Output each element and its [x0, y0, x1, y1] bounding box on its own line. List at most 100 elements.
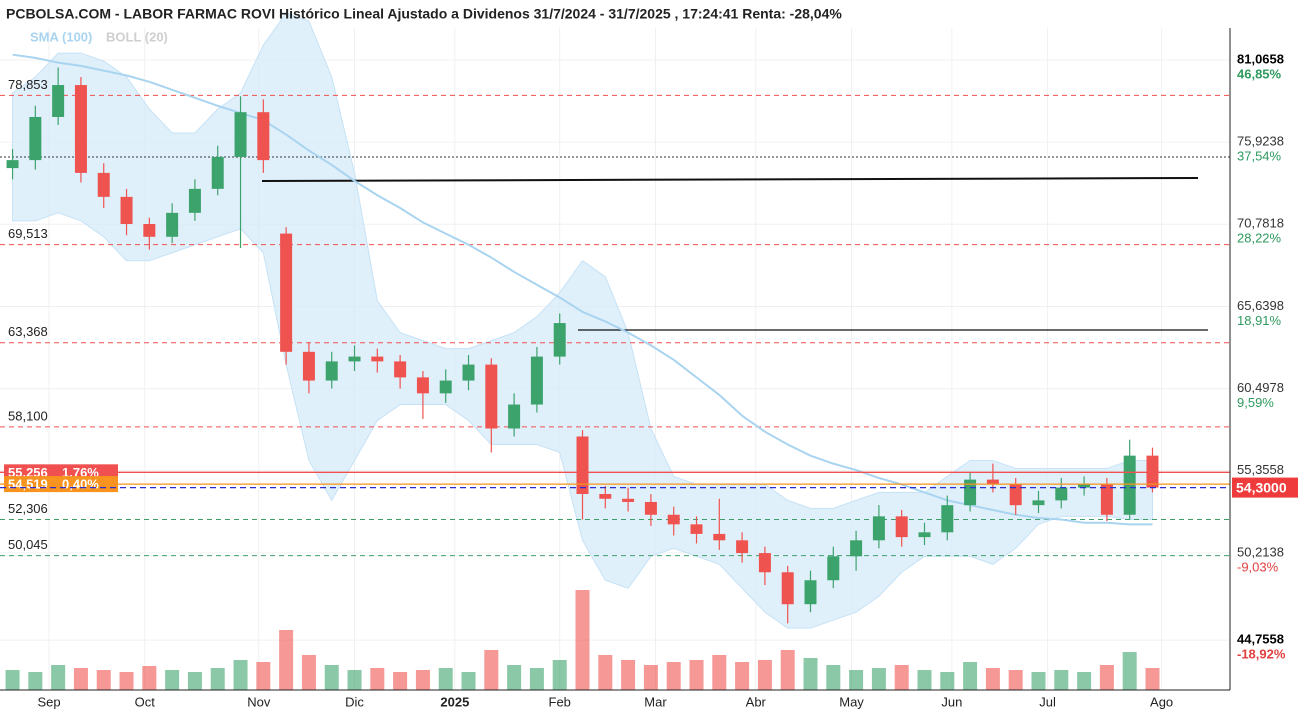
y-tick-percent: 37,54% [1237, 149, 1282, 164]
candle-body [462, 364, 475, 381]
x-tick-label: Jul [1039, 694, 1056, 709]
x-tick-label: May [839, 694, 864, 709]
volume-bar [142, 666, 157, 690]
y-tick-label: 70,7818 [1237, 216, 1284, 231]
volume-bar [1054, 670, 1069, 690]
candle-body [758, 553, 771, 573]
candle-body [713, 533, 726, 541]
candle-body [257, 112, 270, 161]
volume-bar [963, 662, 978, 690]
x-tick-label: Sep [37, 694, 60, 709]
volume-bar [256, 662, 271, 690]
volume-bar [1077, 672, 1092, 690]
candle-body [302, 351, 315, 381]
candle-body [1123, 455, 1136, 515]
volume-bar [643, 665, 658, 690]
volume-bar [894, 665, 909, 690]
volume-bar [712, 655, 727, 690]
candle-body [52, 85, 65, 117]
volume-bar [780, 650, 795, 690]
volume-bar [187, 672, 202, 690]
level-label: 50,045 [8, 537, 48, 552]
y-tick-label: 55,3558 [1237, 462, 1284, 477]
candle-body [188, 188, 201, 213]
y-tick-label: 60,4978 [1237, 380, 1284, 395]
volume-bar [119, 672, 134, 690]
candle-body [986, 479, 999, 485]
last-price-box [1232, 477, 1298, 498]
volume-bar [985, 668, 1000, 690]
volume-bar [484, 650, 499, 690]
volume-bar [438, 668, 453, 690]
candle-body [485, 364, 498, 429]
candle-body [394, 361, 407, 378]
candle-body [918, 532, 931, 538]
tag-percent: 1,76% [62, 465, 99, 480]
volume-bar [735, 662, 750, 690]
x-tick-label: Ago [1150, 694, 1173, 709]
candle-body [97, 172, 110, 197]
y-tick-label: 44,7558 [1237, 632, 1284, 647]
candle-body [1146, 455, 1159, 488]
candle-body [804, 580, 817, 605]
last-price-label: 54,3000 [1236, 479, 1287, 495]
volume-bar [1008, 670, 1023, 690]
volume-bar [621, 660, 636, 690]
chart-title: PCBOLSA.COM - LABOR FARMAC ROVI Históric… [6, 6, 842, 22]
x-tick-label: Nov [247, 694, 271, 709]
candle-body [280, 233, 293, 352]
tag-label: 55,256 [8, 465, 48, 480]
volume-bar [370, 668, 385, 690]
volume-bar [5, 670, 20, 690]
candle-body [234, 112, 247, 157]
candle-body [166, 212, 179, 237]
y-tick-label: 75,9238 [1237, 134, 1284, 149]
candle-body [781, 572, 794, 605]
y-tick-percent: -9,03% [1237, 559, 1279, 574]
candle-body [895, 516, 908, 538]
candle-body [872, 516, 885, 541]
candle-body [736, 540, 749, 554]
volume-bar [689, 660, 704, 690]
candle-body [530, 356, 543, 405]
volume-bar [347, 670, 362, 690]
volume-bar [849, 670, 864, 690]
volume-bar [51, 665, 66, 690]
trend-line [261, 177, 1199, 182]
volume-bar [393, 672, 408, 690]
candle-body [74, 85, 87, 173]
volume-bar [917, 670, 932, 690]
level-label: 69,513 [8, 226, 48, 241]
tag-percent: 0,40% [62, 477, 99, 492]
level-label: 58,100 [8, 408, 48, 423]
volume-bar [324, 665, 339, 690]
candle-body [211, 156, 224, 189]
candle-body [508, 404, 521, 429]
candle-body [1032, 500, 1045, 506]
y-tick-label: 65,6398 [1237, 298, 1284, 313]
candle-body [941, 505, 954, 533]
volume-bar [598, 655, 613, 690]
candle-body [1055, 487, 1068, 501]
x-tick-label: Dic [345, 694, 364, 709]
volume-bar [575, 590, 590, 690]
y-tick-label: 50,2138 [1237, 544, 1284, 559]
candle-body [553, 323, 566, 357]
volume-bar [96, 670, 111, 690]
volume-bar [233, 660, 248, 690]
candle-body [325, 361, 338, 381]
y-tick-percent: 9,59% [1237, 395, 1274, 410]
volume-bar [73, 668, 88, 690]
volume-bar [940, 672, 955, 690]
x-tick-label: Abr [746, 694, 767, 709]
level-label: 63,368 [8, 324, 48, 339]
candle-body [416, 377, 429, 394]
candle-body [143, 224, 156, 237]
candle-body [827, 556, 840, 581]
candle-body [6, 160, 19, 169]
x-tick-label: 2025 [440, 694, 469, 709]
y-tick-label: 81,0658 [1237, 51, 1284, 66]
candle-body [964, 479, 977, 506]
volume-bar [803, 658, 818, 690]
tag-label: 54,519 [8, 477, 48, 492]
